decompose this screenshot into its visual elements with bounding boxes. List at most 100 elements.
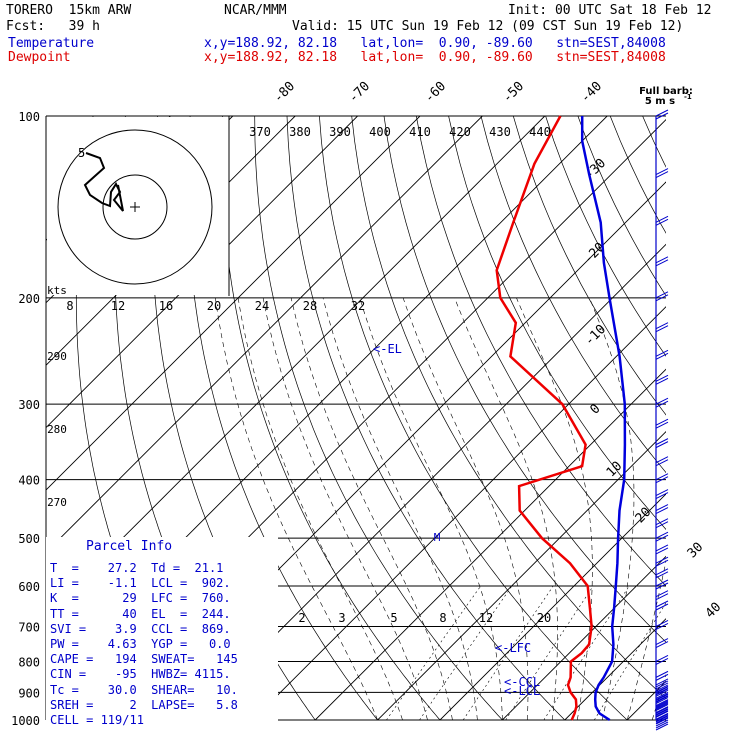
- dry-adiabat-line: [512, 116, 666, 416]
- parcel-info-row: PW = 4.63 YGP = 0.0: [50, 637, 231, 652]
- wind-barb: [655, 701, 669, 708]
- parcel-info-row: T = 27.2 Td = 21.1: [50, 561, 224, 575]
- hodograph-scale-label: 20: [207, 299, 221, 313]
- isotherm-label: 30: [685, 540, 707, 562]
- isotherm-line: [46, 116, 421, 491]
- parcel-info-row: CELL = 119/11: [50, 713, 144, 728]
- dry-adiabat-line: [221, 116, 441, 720]
- mixing-ratio-label: 2: [298, 611, 305, 625]
- wind-barb: [655, 710, 669, 718]
- pressure-label: 1000: [11, 714, 40, 728]
- wind-barb: [655, 619, 669, 627]
- wind-barb: [655, 259, 669, 267]
- parcel-info-row: Tc = 30.0 SHEAR= 10.: [50, 682, 238, 697]
- dry-adiabat-line: [577, 116, 666, 297]
- isotherm-label: -50: [500, 79, 527, 106]
- parcel-info-title: Parcel Info: [86, 539, 173, 554]
- dewpoint-profile: [495, 115, 593, 721]
- wind-barb: [655, 708, 669, 715]
- wind-barb: [655, 489, 669, 496]
- wind-barb: [655, 473, 669, 481]
- wind-barb: [655, 684, 669, 692]
- parcel-info-table: T = 27.2 Td = 21.1 LI = -1.1 LCL = 902. K …: [50, 561, 238, 728]
- wind-barb: [655, 400, 669, 408]
- wind-barb: [655, 544, 669, 552]
- moist-adiabat-line: [516, 297, 593, 720]
- mixing-ratio-line: [386, 585, 481, 720]
- wind-barb: [655, 670, 669, 678]
- wind-barb: [655, 256, 669, 264]
- isotherm-line: [690, 116, 740, 720]
- dry-adiabat-line: [545, 116, 666, 357]
- isotherm-label: -80: [271, 79, 298, 106]
- hodograph-scale-label: 8: [66, 299, 73, 313]
- wind-barb: [655, 352, 669, 360]
- wind-barb: [655, 719, 669, 727]
- wind-barb: [655, 507, 669, 514]
- wind-barb: [655, 713, 669, 721]
- lfc-annotation: <-LFC: [495, 641, 531, 655]
- parcel-info-row: TT = 40 EL = 244.: [50, 606, 231, 621]
- mixing-ratio-label: 12: [479, 611, 493, 625]
- barb-legend-line2: 5 m s: [645, 96, 675, 107]
- wind-barb: [655, 678, 669, 686]
- wind-barb: [655, 682, 669, 690]
- pressure-label: 800: [18, 655, 40, 669]
- valid-time: Valid: 15 UTC Sun 19 Feb 12 (09 CST Sun …: [292, 19, 684, 34]
- wind-barb: [655, 322, 669, 330]
- isotherm-line: [564, 618, 666, 720]
- hodograph-scale-label: 28: [303, 299, 317, 313]
- mixing-ratio-line: [505, 585, 594, 720]
- hodograph-trace: [83, 152, 124, 212]
- moist-adiabat-line: [454, 297, 558, 720]
- wind-barb: [655, 397, 669, 405]
- hodograph-scale-label: 16: [159, 299, 173, 313]
- wind-barb: [655, 693, 669, 700]
- wind-barb: [655, 168, 669, 175]
- wind-barb: [655, 715, 669, 723]
- isotherm-line: [46, 116, 546, 616]
- wind-barb: [655, 109, 669, 117]
- dry-adiabat-line: [642, 116, 666, 168]
- m-annotation: M: [434, 531, 441, 544]
- ccl-annotation: <-CCL: [504, 675, 540, 689]
- wind-barb: [655, 374, 669, 382]
- moist-adiabat-line: [262, 297, 428, 720]
- wind-barb: [655, 708, 669, 716]
- wind-barb: [655, 638, 669, 645]
- wind-barb: [655, 291, 669, 299]
- pressure-label: 400: [18, 474, 40, 488]
- wind-barb: [655, 571, 669, 579]
- wind-barb: [655, 559, 669, 567]
- parcel-info-row: K = 29 LFC = 760.: [50, 591, 231, 606]
- wind-barbs: [655, 109, 669, 731]
- theta-label: 290: [47, 350, 67, 363]
- wind-barb: [655, 218, 669, 226]
- forecast-hour: Fcst: 39 h: [6, 19, 100, 34]
- pressure-label: 700: [18, 620, 40, 634]
- wind-barb: [655, 702, 669, 709]
- isotherm-line: [502, 555, 666, 720]
- wind-barb: [655, 716, 669, 724]
- parcel-info-row: CIN = -95 HWBZ= 4115.: [50, 667, 231, 682]
- wind-barb: [655, 171, 669, 178]
- dry-adiabat-line: [448, 116, 666, 530]
- dry-adiabat-line: [707, 116, 740, 720]
- pressure-label: 500: [18, 532, 40, 546]
- hodograph-scale-label: 32: [351, 299, 365, 313]
- wind-barb: [655, 706, 669, 714]
- wind-barb: [655, 294, 669, 302]
- mixing-ratio-line: [543, 585, 630, 720]
- wind-barb: [655, 518, 669, 526]
- pressure-label: 300: [18, 398, 40, 412]
- wind-barb: [655, 687, 669, 695]
- hodograph: [47, 116, 230, 296]
- temperature-location: x,y=188.92, 82.18 lat,lon= 0.90, -89.60 …: [204, 36, 666, 51]
- wind-barb: [655, 476, 669, 484]
- el-annotation: <-EL: [373, 342, 402, 356]
- theta-label: 280: [47, 423, 67, 436]
- hodograph-scale-label: 12: [111, 299, 125, 313]
- wind-barb: [655, 521, 669, 529]
- dry-adiabat-line: [254, 116, 503, 720]
